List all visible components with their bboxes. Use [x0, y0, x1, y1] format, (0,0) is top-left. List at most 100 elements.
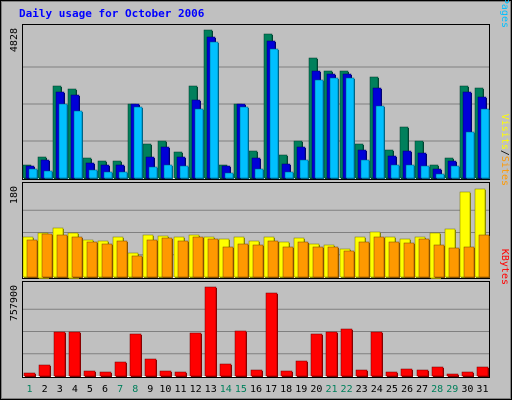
bar-pages-day-30 — [465, 131, 475, 179]
bar-pages-day-8 — [133, 106, 143, 179]
x-tick-label: 29 — [446, 384, 458, 395]
bar-kbytes-day-undefined — [204, 286, 217, 377]
bar-kbytes-day-undefined — [250, 369, 263, 377]
bar-sites-day-undefined — [433, 244, 445, 278]
bar-kbytes-day-undefined — [129, 333, 142, 377]
x-tick-label: 26 — [401, 384, 413, 395]
bar-pages-day-10 — [163, 164, 173, 179]
outer-bevel-shadow — [1, 1, 511, 399]
bar-kbytes-day-undefined — [144, 358, 157, 377]
bar-sites-day-undefined — [192, 236, 204, 278]
bar-sites-day-undefined — [222, 246, 234, 278]
y-max-label: 757900 — [9, 285, 20, 321]
bar-sites-day-undefined — [312, 246, 324, 278]
bar-sites-day-undefined — [101, 243, 113, 278]
bar-sites-day-undefined — [358, 241, 370, 278]
kbytes-panel: 757900 KBytes — [9, 249, 510, 378]
bar-sites-day-undefined — [282, 246, 294, 278]
bar-sites-day-undefined — [116, 240, 128, 278]
bar-kbytes-day-undefined — [219, 363, 232, 377]
bar-pages-day-21 — [329, 77, 339, 179]
kbytes-panel-legend: KBytes — [499, 249, 510, 285]
bar-pages-day-13 — [209, 41, 219, 179]
x-tick-label: 4 — [72, 384, 78, 395]
bar-pages-day-1 — [28, 168, 38, 179]
bar-pages-day-23 — [360, 159, 370, 179]
x-tick-label: 14 — [220, 384, 232, 395]
sites-visits-panel-legend: Visits/Sites — [499, 114, 510, 186]
hits-files-pages-panel-legend: Hits/Files/Pages — [499, 0, 510, 28]
x-tick-label: 11 — [174, 384, 186, 395]
x-tick-label: 15 — [235, 384, 247, 395]
sites-visits-panel: 180 Visits/Sites — [9, 114, 510, 279]
x-tick-label: 19 — [295, 384, 307, 395]
legend-sites: Sites — [499, 156, 510, 186]
bar-kbytes-day-undefined — [446, 373, 459, 377]
bar-sites-day-undefined — [463, 246, 475, 278]
bar-pages-day-7 — [118, 171, 128, 179]
bar-kbytes-day-undefined — [280, 370, 293, 377]
bar-kbytes-day-undefined — [325, 331, 338, 377]
bar-sites-day-undefined — [161, 237, 173, 278]
bar-pages-day-9 — [148, 166, 158, 179]
x-tick-label: 22 — [341, 384, 353, 395]
bar-kbytes-day-undefined — [431, 366, 444, 377]
bar-kbytes-day-undefined — [416, 369, 429, 377]
bar-kbytes-day-undefined — [234, 330, 247, 377]
bar-sites-day-undefined — [388, 241, 400, 278]
x-tick-label: 16 — [250, 384, 262, 395]
bar-pages-day-27 — [420, 165, 430, 179]
bar-kbytes-day-undefined — [295, 360, 308, 377]
bar-pages-day-31 — [480, 108, 490, 179]
bar-sites-day-undefined — [237, 243, 249, 278]
y-max-label: 4828 — [9, 28, 20, 52]
bar-pages-day-19 — [299, 159, 309, 179]
bar-kbytes-day-undefined — [340, 328, 353, 377]
bar-pages-day-4 — [73, 110, 83, 179]
bar-sites-day-undefined — [86, 241, 98, 278]
x-tick-label: 5 — [87, 384, 93, 395]
x-tick-label: 9 — [147, 384, 153, 395]
legend-pages: Pages — [499, 0, 510, 28]
bar-kbytes-day-undefined — [189, 332, 202, 377]
bar-kbytes-day-undefined — [265, 292, 278, 377]
x-tick-label: 24 — [371, 384, 383, 395]
bar-kbytes-day-undefined — [83, 370, 96, 377]
bar-pages-day-16 — [254, 168, 264, 179]
bar-kbytes-day-undefined — [355, 369, 368, 377]
bar-kbytes-day-undefined — [114, 361, 127, 377]
bar-kbytes-day-undefined — [159, 370, 172, 377]
bar-sites-day-undefined — [41, 233, 53, 278]
x-tick-label: 12 — [190, 384, 202, 395]
bar-sites-day-undefined — [146, 239, 158, 278]
x-tick-label: 28 — [431, 384, 443, 395]
x-tick-label: 27 — [416, 384, 428, 395]
bar-kbytes-day-undefined — [461, 371, 474, 377]
chart-title: Daily usage for October 2006 — [19, 7, 205, 20]
bar-sites-day-undefined — [418, 238, 430, 278]
x-tick-label: 8 — [132, 384, 138, 395]
x-tick-label: 7 — [117, 384, 123, 395]
x-tick-label: 3 — [57, 384, 63, 395]
bar-sites-day-undefined — [478, 234, 490, 278]
bar-pages-day-20 — [314, 79, 324, 179]
bar-pages-day-14 — [224, 172, 234, 179]
x-tick-label: 17 — [265, 384, 277, 395]
legend-kbytes: KBytes — [499, 249, 510, 285]
bar-kbytes-day-undefined — [53, 331, 66, 377]
bar-sites-day-undefined — [131, 255, 143, 278]
bar-sites-day-undefined — [267, 240, 279, 278]
bar-pages-day-2 — [43, 170, 53, 179]
x-tick-label: 1 — [27, 384, 33, 395]
bar-sites-day-undefined — [56, 234, 68, 278]
y-max-label: 180 — [9, 186, 20, 204]
bar-sites-day-undefined — [327, 246, 339, 278]
x-tick-label: 23 — [356, 384, 368, 395]
bar-sites-day-undefined — [177, 240, 189, 278]
bar-kbytes-day-undefined — [68, 331, 81, 377]
bar-pages-day-25 — [390, 164, 400, 179]
bar-pages-day-6 — [103, 171, 113, 179]
bar-kbytes-day-undefined — [400, 368, 413, 377]
bar-kbytes-day-undefined — [99, 371, 112, 377]
